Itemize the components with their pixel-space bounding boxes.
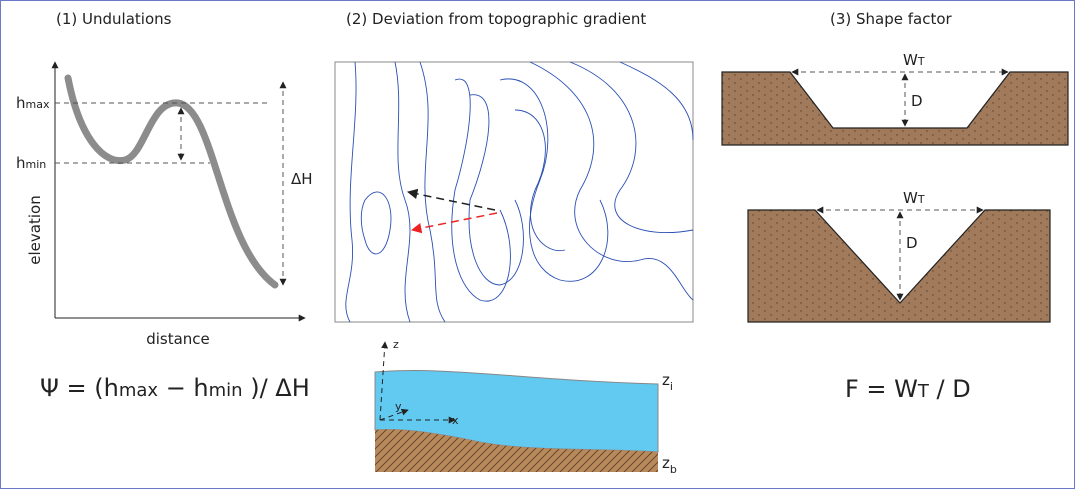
label-sub: max (26, 98, 50, 111)
y-label: y (395, 400, 402, 413)
formula-part: Ψ = (h (40, 374, 119, 402)
label-sub: b (670, 463, 677, 476)
width-label: WT (903, 189, 925, 207)
z-label: z (393, 338, 399, 351)
depth-label: D (906, 234, 918, 252)
label-sub: min (26, 158, 47, 171)
deviation-panel: (2) Deviation from topographic gradient … (335, 10, 693, 476)
x-axis-label: distance (146, 330, 210, 348)
formula-sub: max (119, 380, 159, 401)
v-channel (748, 210, 1050, 322)
panel-title: (1) Undulations (56, 10, 172, 28)
formula-part: − h (158, 374, 209, 402)
label-sub: T (917, 55, 925, 68)
panel-title: (3) Shape factor (830, 10, 953, 28)
label-sub: i (670, 380, 673, 393)
shape-factor-panel: (3) Shape factor WT D WT D F = WT / D (722, 10, 1068, 403)
formula: F = WT / D (845, 375, 971, 403)
undulations-panel: (1) Undulations hmax hmin ΔH elevation d… (16, 10, 313, 402)
depth-label: D (911, 92, 923, 110)
hmin-label: hmin (16, 154, 46, 172)
panel-title: (2) Deviation from topographic gradient (346, 10, 646, 28)
hmax-label: hmax (16, 94, 50, 112)
figure: (1) Undulations hmax hmin ΔH elevation d… (0, 0, 1075, 489)
formula-sub: min (209, 380, 243, 401)
label: z (662, 454, 670, 472)
label: h (16, 154, 26, 172)
profile-curve (68, 78, 275, 285)
label: h (16, 94, 26, 112)
formula-part: )/ ΔH (243, 374, 310, 402)
label: W (903, 189, 918, 207)
formula: Ψ = (hmax − hmin )/ ΔH (40, 374, 310, 402)
zi-label: zi (662, 371, 673, 393)
zb-label: zb (662, 454, 677, 476)
label: W (903, 51, 918, 69)
contour-map (335, 62, 693, 322)
y-axis-label: elevation (26, 195, 44, 264)
trapezoid-channel (722, 72, 1068, 145)
delta-h-label: ΔH (291, 170, 313, 188)
formula-part: / D (929, 375, 971, 403)
formula-part: F = W (845, 375, 918, 403)
label-sub: T (917, 193, 925, 206)
label: z (662, 371, 670, 389)
width-label: WT (903, 51, 925, 69)
x-label: x (452, 414, 459, 427)
